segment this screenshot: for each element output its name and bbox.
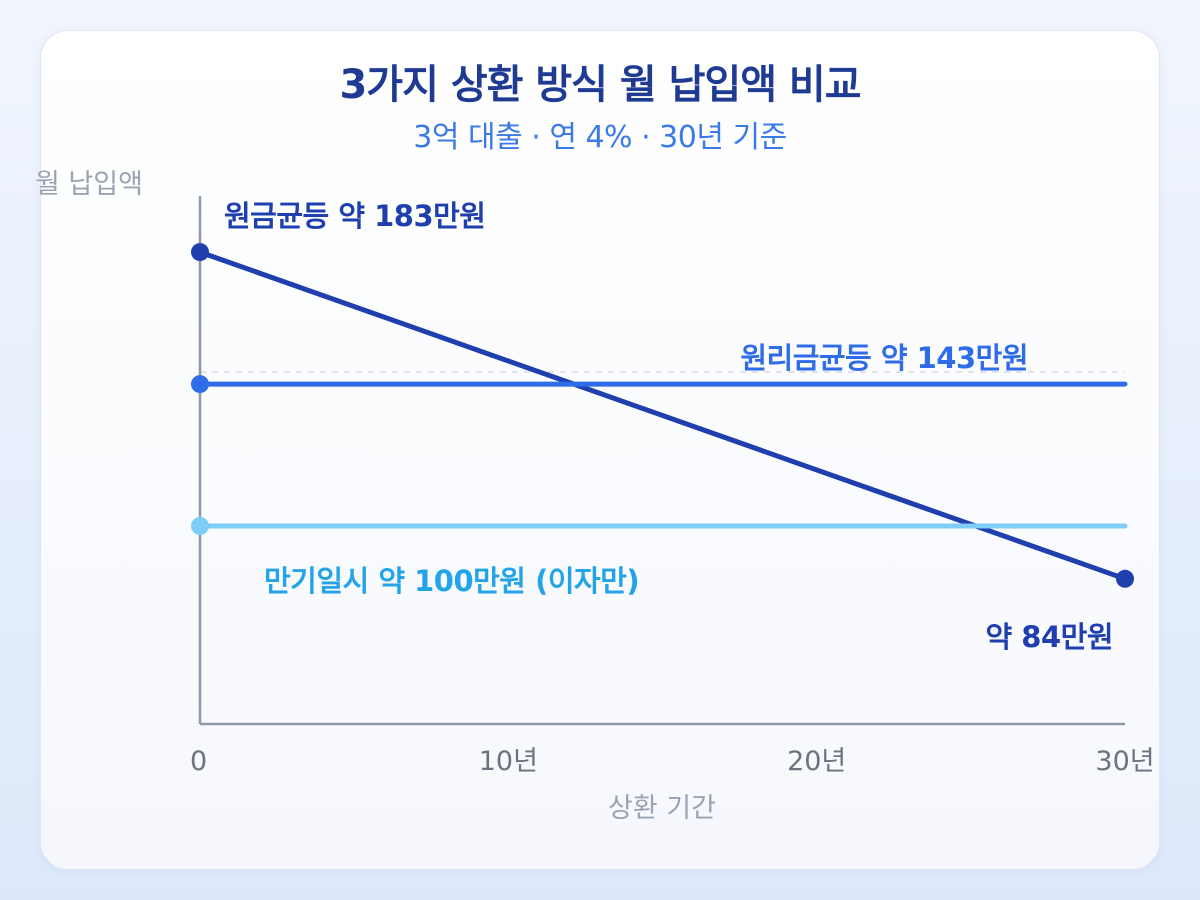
x-tick-label: 0 [190,746,207,777]
chart-title: 3가지 상환 방식 월 납입액 비교 [339,62,861,108]
series-start-point-0 [191,243,209,262]
data-label: 원금균등 약 183만원 [224,199,486,233]
chart-subtitle: 3억 대출 · 연 4% · 30년 기준 [413,120,787,155]
series-line-0 [197,249,1128,582]
chart-card [40,30,1160,870]
x-tick-label: 30년 [1095,746,1154,777]
x-tick-label: 20년 [787,746,846,777]
data-label: 약 84만원 [986,620,1114,654]
data-label: 만기일시 약 100만원 (이자만) [264,564,639,598]
x-tick-label: 10년 [479,746,538,777]
data-label: 원리금균등 약 143만원 [740,341,1028,375]
series-start-point-1 [191,375,209,394]
series-start-point-2 [191,517,209,535]
series-end-point-0 [1116,569,1134,588]
x-axis-title: 상환 기간 [608,793,716,824]
y-axis-title: 월 납입액 [35,169,143,200]
